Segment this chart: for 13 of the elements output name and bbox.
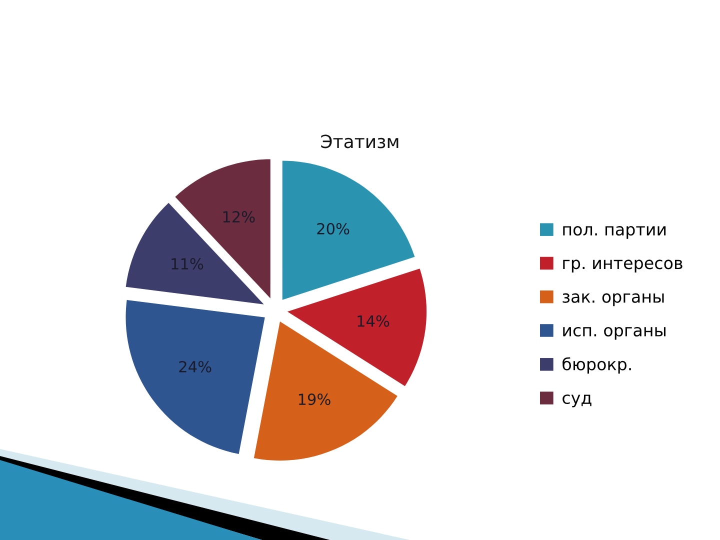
data-label: 20% [317,222,350,235]
legend-label: бюрокр. [562,357,631,374]
legend-label: зак. органы [562,293,664,306]
chart-title: Этатизм [321,134,398,148]
legend-label: гр. интересов [563,260,682,272]
legend-label: суд [562,394,592,408]
legend-label: исп. органы [563,326,666,340]
data-label: 12% [223,211,255,223]
data-label: 14% [358,315,390,327]
data-label: 24% [179,360,212,372]
data-label: 19% [298,394,330,406]
legend-label: пол. партии [563,226,666,239]
data-label: 11% [172,258,204,270]
